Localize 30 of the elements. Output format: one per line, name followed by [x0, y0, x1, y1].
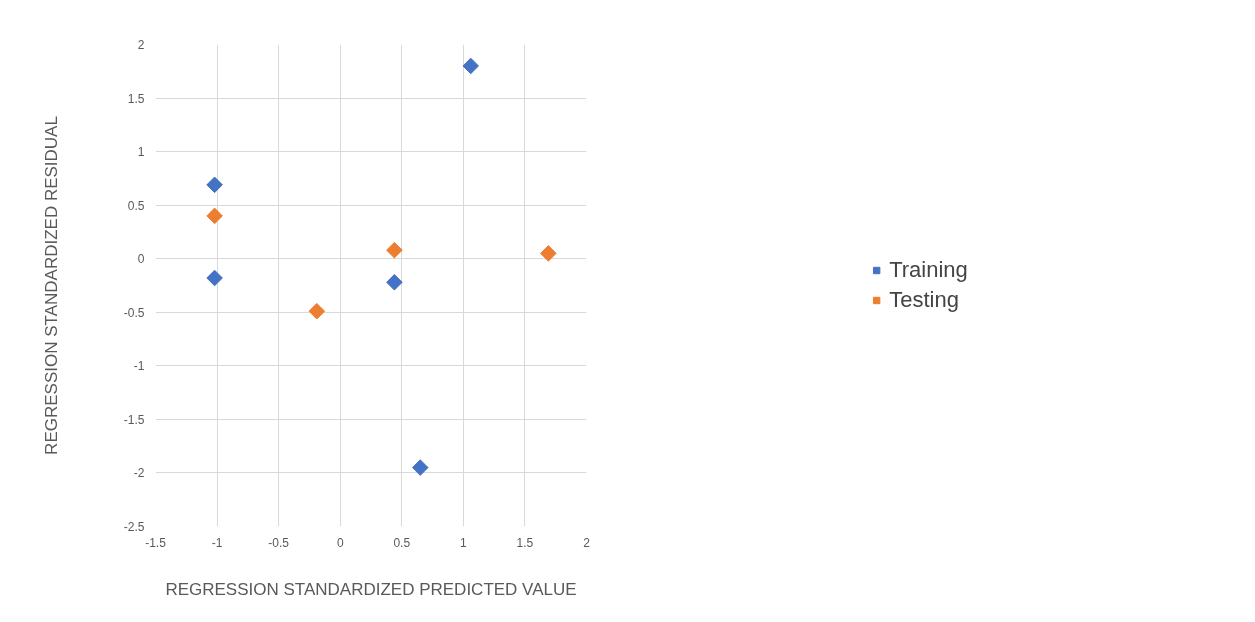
y-tick-label: -0.5 — [123, 305, 145, 320]
point — [540, 245, 557, 262]
x-axis-title: REGRESSION STANDARDIZED PREDICTED VALUE — [165, 579, 577, 599]
point — [206, 207, 223, 225]
y-tick-label: -1.5 — [123, 412, 145, 427]
point — [411, 459, 429, 476]
point — [308, 302, 326, 320]
legend-label: Training — [889, 257, 968, 283]
y-tick-label: 0.5 — [127, 198, 145, 213]
x-tick-label: 1 — [460, 535, 468, 550]
point — [386, 274, 403, 291]
y-tick-label: -1 — [133, 359, 145, 374]
legend-label: Testing — [889, 287, 959, 313]
point — [206, 269, 223, 287]
x-tick-label: -1 — [211, 535, 223, 550]
y-tick-label: -2 — [133, 466, 145, 481]
point — [462, 57, 480, 75]
y-tick-label: -2.5 — [123, 520, 145, 534]
y-tick-label: 2 — [137, 38, 145, 52]
point — [386, 241, 403, 259]
y-tick-label: 1.5 — [127, 91, 145, 106]
x-tick-label: -0.5 — [268, 535, 290, 550]
y-tick-label: 1 — [137, 145, 145, 160]
point — [206, 176, 223, 194]
x-tick-label: 1.5 — [516, 535, 534, 550]
x-tick-label: 0.5 — [393, 535, 411, 550]
x-tick-label: 0 — [336, 535, 344, 550]
x-tick-label: 2 — [583, 535, 591, 550]
y-tick-label: 0 — [137, 252, 145, 267]
y-axis-title: REGRESSION STANDARDIZED RESIDUAL — [41, 116, 61, 455]
